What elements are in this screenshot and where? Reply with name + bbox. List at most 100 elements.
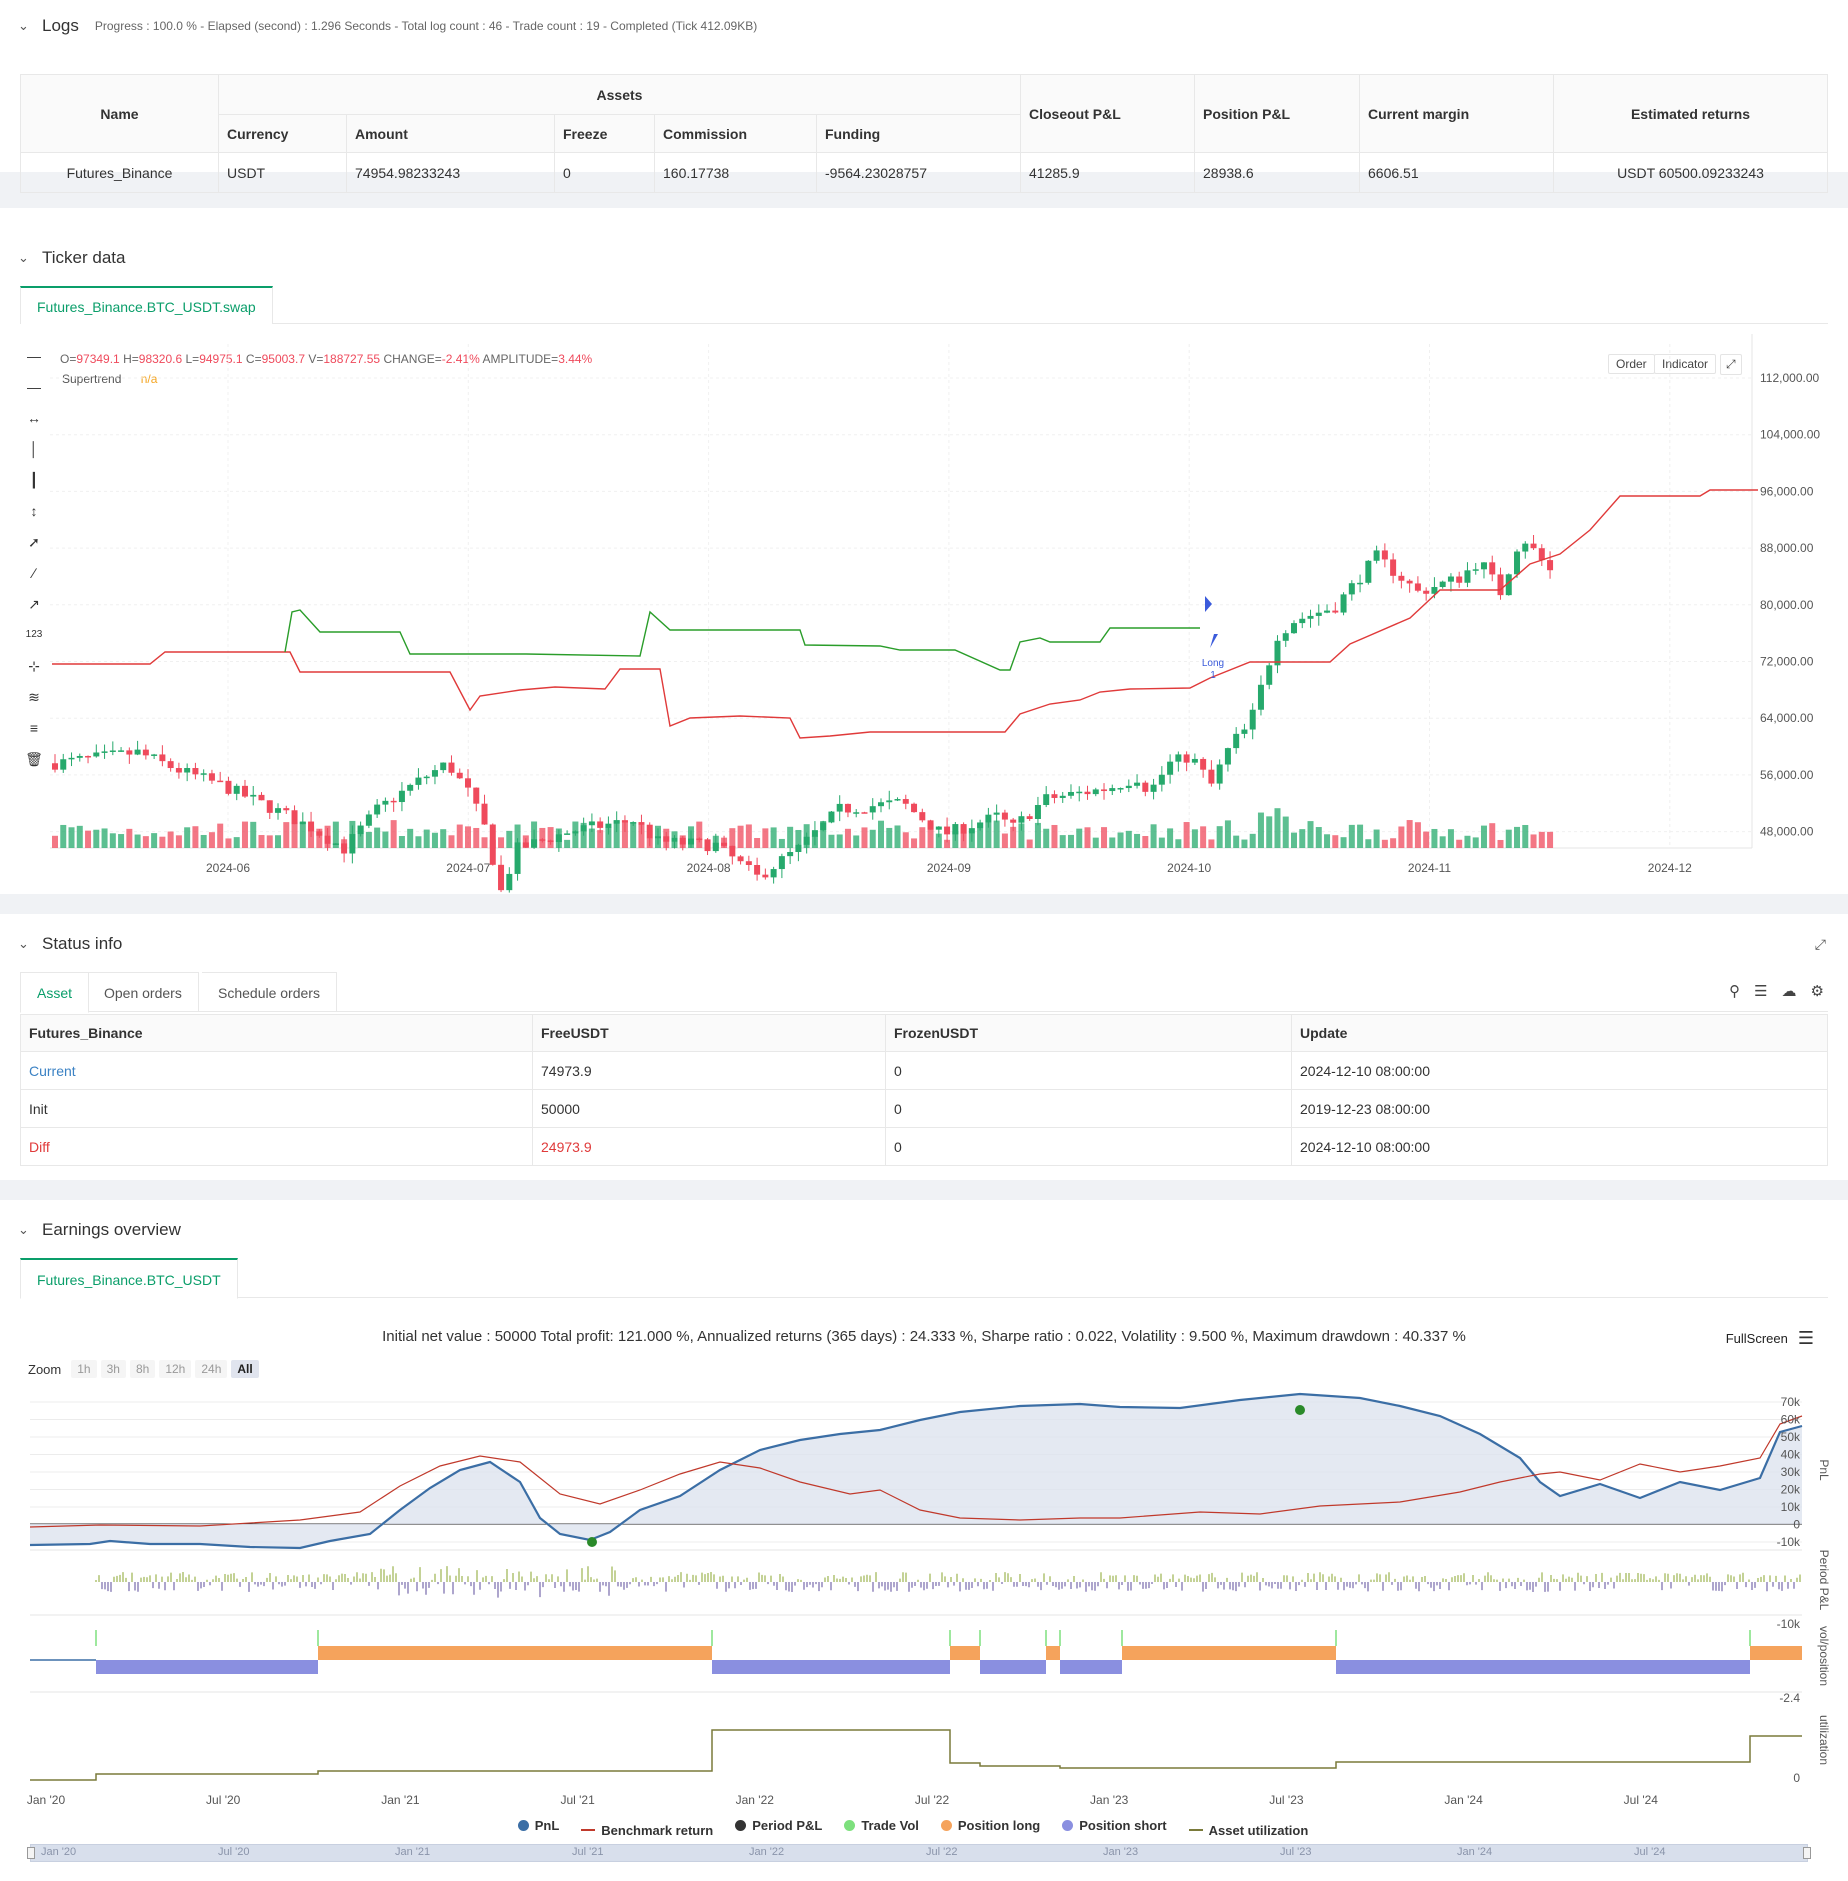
volume-bar (1538, 831, 1545, 848)
list-icon[interactable]: ☰ (1754, 983, 1768, 1000)
volume-bar (1175, 839, 1182, 848)
chevron-down-icon[interactable]: ⌄ (18, 250, 29, 265)
candle-body (878, 802, 884, 807)
collapse-icon[interactable]: ⤢ (1814, 936, 1826, 952)
chevron-down-icon[interactable]: ⌄ (18, 936, 29, 951)
vertical-ray-icon[interactable]: │ (29, 441, 39, 457)
status-section: ⌄ Status info ⤢ Asset Open orders Schedu… (0, 914, 1848, 1180)
zoom-12h[interactable]: 12h (159, 1360, 192, 1378)
candle-body (811, 830, 818, 837)
tab-btc-usdt[interactable]: Futures_Binance.BTC_USDT (20, 1258, 238, 1299)
candle-body (60, 759, 67, 770)
legend-swatch (517, 1820, 529, 1831)
tab-open-orders[interactable]: Open orders (88, 972, 199, 1012)
volume-bar (1274, 808, 1281, 848)
candle-body (415, 777, 422, 785)
grid-lines-icon[interactable]: ≡ (29, 720, 39, 736)
ray-icon[interactable]: ➚ (28, 534, 40, 550)
ticker-header[interactable]: ⌄ Ticker data (18, 248, 125, 268)
navigator-tick-label: Jan '20 (41, 1846, 77, 1858)
zoom-24h[interactable]: 24h (195, 1360, 228, 1378)
candle-body (167, 761, 174, 769)
gear-icon[interactable]: ⚙ (1810, 983, 1824, 1000)
price-label-icon[interactable]: 123 (25, 629, 43, 640)
chevron-down-icon[interactable]: ⌄ (18, 18, 29, 33)
volume-bar (547, 827, 554, 848)
candle-body (861, 812, 868, 814)
volume-bar (1514, 826, 1521, 848)
candle-body (1092, 789, 1099, 795)
menu-icon[interactable]: ☰ (1797, 1328, 1814, 1348)
benchmark-line (29, 1415, 1803, 1528)
vertical-line-icon[interactable]: ┃ (29, 472, 39, 488)
legend-item[interactable]: Asset utilization (1188, 1823, 1308, 1838)
legend-item[interactable]: Period P&L (735, 1818, 822, 1833)
candle-body (1150, 784, 1157, 792)
zoom-all[interactable]: All (231, 1360, 259, 1378)
volume-bar (977, 822, 984, 848)
fib-icon[interactable]: ≋ (28, 689, 40, 705)
navigator-scrollbar[interactable]: Jan '20 Jul '20 Jan '21 Jul '21 Jan '22 Jul '… (27, 1844, 1811, 1862)
candle-body (1084, 791, 1091, 795)
status-header-update: Update (1291, 1014, 1828, 1052)
legend-item[interactable]: Trade Vol (844, 1818, 919, 1833)
volume-bar (1059, 835, 1066, 848)
zoom-1h[interactable]: 1h (71, 1360, 97, 1378)
segment-icon[interactable]: ↗ (28, 596, 40, 612)
candle-body (993, 812, 1000, 815)
cloud-download-icon[interactable]: ☁ (1781, 983, 1797, 1000)
volume-bar (1406, 820, 1413, 848)
pnl-tick-label: 20k (1781, 1483, 1801, 1497)
volume-bar (1398, 826, 1405, 848)
scroll-handle-left[interactable] (27, 1847, 35, 1859)
horizontal-ray-icon[interactable]: — (27, 348, 41, 364)
volume-bar (118, 834, 125, 848)
expand-icon[interactable]: ⤢ (1720, 354, 1742, 375)
candle-body (1109, 788, 1116, 792)
logs-header[interactable]: ⌄ Logs Progress : 100.0 % - Elapsed (sec… (18, 16, 757, 36)
scroll-handle-right[interactable] (1803, 1847, 1811, 1859)
row-label-current[interactable]: Current (20, 1051, 533, 1090)
tab-btc-swap[interactable]: Futures_Binance.BTC_USDT.swap (20, 286, 273, 324)
earnings-header[interactable]: ⌄ Earnings overview (18, 1220, 181, 1240)
candle-body (192, 768, 199, 775)
zoom-3h[interactable]: 3h (100, 1360, 126, 1378)
volume-bar (241, 821, 248, 848)
search-icon[interactable]: ⚲ (1729, 983, 1741, 1000)
chevron-down-icon[interactable]: ⌄ (18, 1222, 29, 1237)
trend-line-icon[interactable]: ∕ (32, 565, 36, 581)
indicator-readout: Supertrend n/a (62, 372, 157, 386)
time-tick-label: 2024-07 (446, 861, 490, 875)
fullscreen-button[interactable]: FullScreen (1725, 1331, 1788, 1346)
candle-body (1034, 805, 1041, 819)
status-header[interactable]: ⌄ Status info (18, 934, 122, 954)
candle-body (1431, 587, 1438, 594)
tab-schedule-orders[interactable]: Schedule orders (202, 972, 337, 1012)
volume-bar (894, 825, 901, 848)
legend-item[interactable]: Position short (1062, 1818, 1167, 1833)
zoom-8h[interactable]: 8h (129, 1360, 156, 1378)
volume-bar (1390, 838, 1397, 848)
earnings-chart[interactable]: 70k 60k 50k 40k 30k 20k 10k 0 -10k -10k -2.4 0 PnL Pe… (0, 1390, 1848, 1810)
trash-icon[interactable]: 🗑 (25, 751, 43, 767)
table-row: Current 74973.9 0 2024-12-10 08:00:00 (20, 1051, 1828, 1090)
volume-bar (481, 837, 488, 848)
volume-bar (374, 827, 381, 848)
tab-asset[interactable]: Asset (20, 972, 90, 1013)
parallel-channel-icon[interactable]: ⊹ (28, 658, 40, 674)
legend-item[interactable]: Benchmark return (581, 1823, 713, 1838)
pnl-line (29, 1392, 1803, 1550)
vertical-segment-icon[interactable]: ↕ (30, 503, 38, 519)
horizontal-segment-icon[interactable]: ↔ (27, 410, 41, 426)
horizontal-line-icon[interactable]: ― (27, 379, 41, 395)
volume-bar (316, 828, 323, 848)
legend-item[interactable]: PnL (517, 1818, 559, 1833)
volume-bar (184, 827, 191, 848)
candle-body (365, 814, 372, 826)
legend-item[interactable]: Position long (940, 1818, 1040, 1833)
volume-bar (696, 821, 703, 848)
candle-body (258, 794, 265, 801)
volume-bar (1224, 820, 1231, 848)
candle-body (828, 811, 835, 823)
